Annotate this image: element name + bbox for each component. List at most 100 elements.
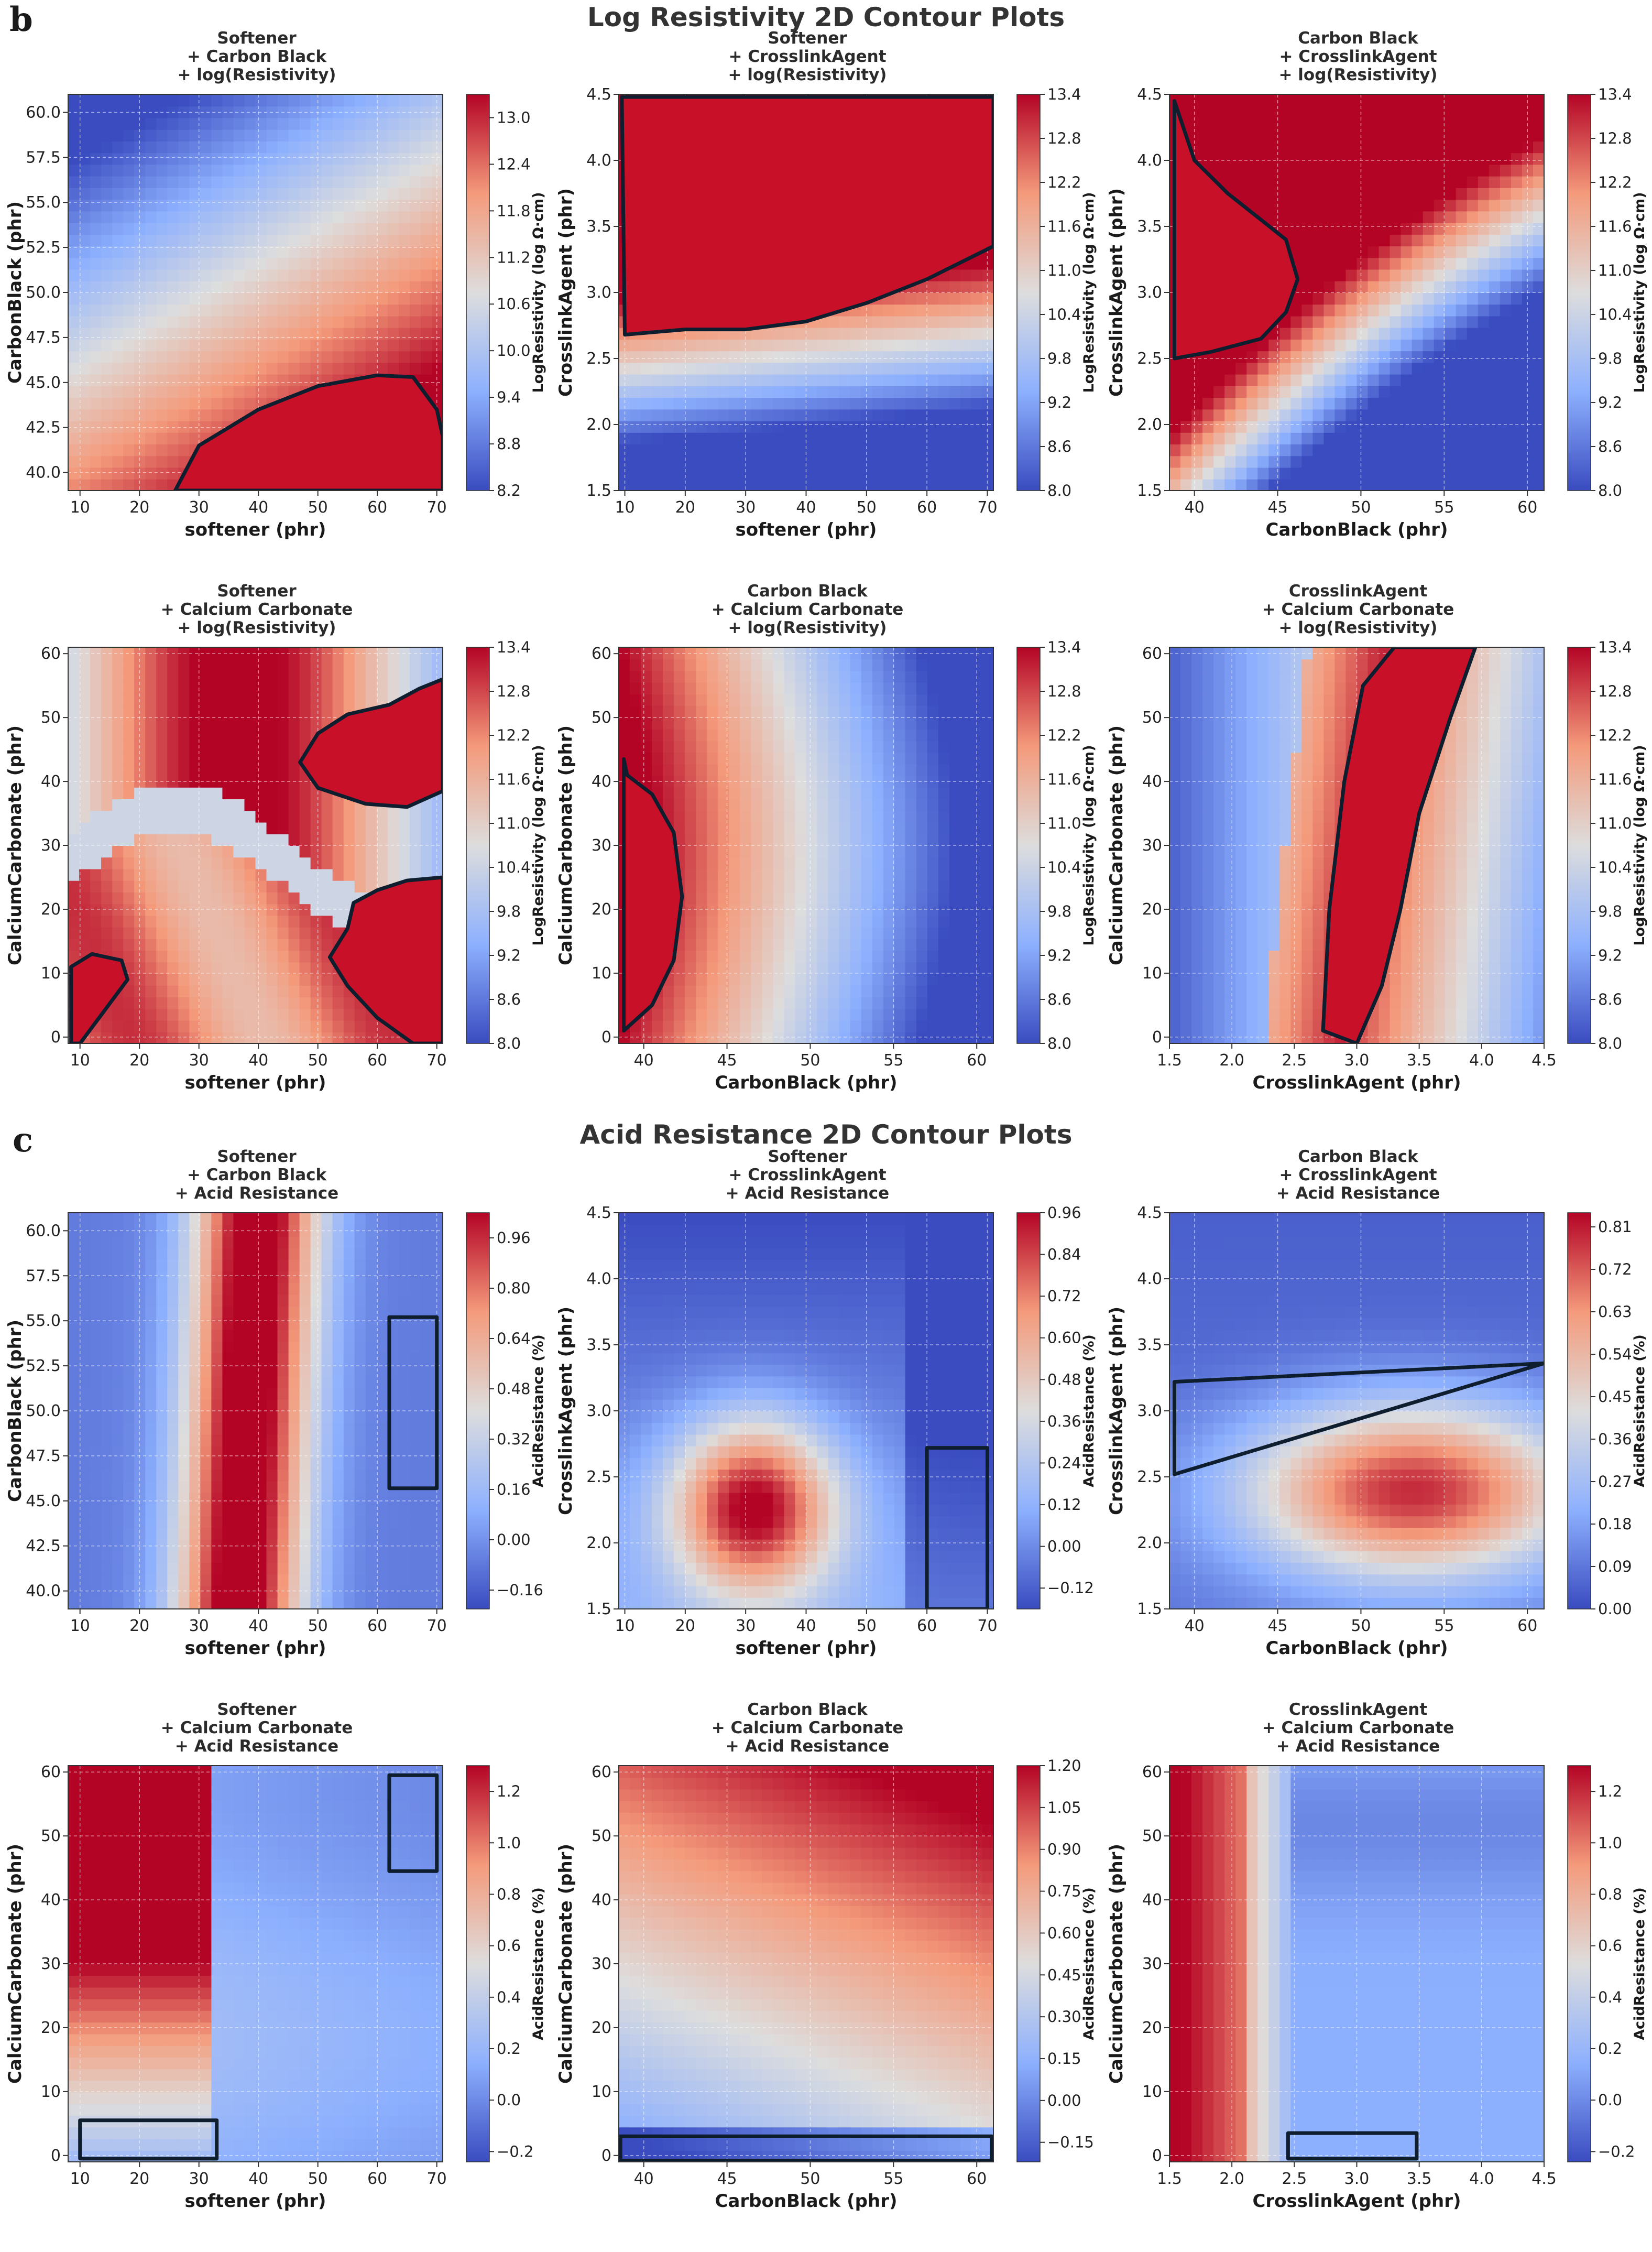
colorbar-label: AcidResistance (%) xyxy=(530,1887,546,2040)
colorbar xyxy=(466,1213,489,1609)
y-tick-label: 3.5 xyxy=(586,217,611,236)
colorbar-tick-label: 8.2 xyxy=(497,482,521,499)
colorbar-label: LogResistivity (log Ω·cm) xyxy=(1081,192,1097,393)
y-tick-label: 42.5 xyxy=(26,419,61,437)
colorbar-tick-label: 0.36 xyxy=(1047,1412,1081,1430)
colorbar-tick-label: 10.4 xyxy=(497,858,531,876)
y-tick-label: 60 xyxy=(592,1763,611,1781)
y-tick-label: 30 xyxy=(41,836,61,855)
y-tick-label: 3.0 xyxy=(1137,284,1162,302)
colorbar-tick-label: 9.8 xyxy=(1598,350,1622,367)
x-tick-label: 50 xyxy=(1351,498,1371,517)
colorbar-label: LogResistivity (log Ω·cm) xyxy=(1081,745,1097,945)
y-tick-label: 3.5 xyxy=(1137,1336,1162,1354)
y-tick-label: 4.0 xyxy=(1137,1270,1162,1288)
colorbar-tick-label: 0.00 xyxy=(497,1531,531,1549)
x-tick-label: 20 xyxy=(129,1051,149,1070)
colorbar-tick-label: 8.0 xyxy=(1047,1035,1071,1052)
colorbar-tick-label: 0.30 xyxy=(1047,2008,1081,2026)
colorbar-tick-label: 11.0 xyxy=(497,814,531,832)
y-tick-label: 30 xyxy=(41,1955,61,1973)
y-tick-label: 20 xyxy=(592,900,611,919)
colorbar-tick-label: 0.81 xyxy=(1598,1218,1632,1236)
colorbar-tick-label: 8.8 xyxy=(497,435,521,453)
colorbar-tick-label: 11.0 xyxy=(1047,814,1081,832)
colorbar-tick-label: 8.6 xyxy=(497,991,521,1008)
x-axis-label: CrosslinkAgent (phr) xyxy=(1252,1072,1461,1093)
y-tick-label: 0 xyxy=(1152,1028,1162,1047)
x-tick-label: 50 xyxy=(308,1051,328,1070)
panel-b1: Softener+ Carbon Black+ log(Resistivity)… xyxy=(0,30,551,581)
colorbar-tick-label: 9.8 xyxy=(1598,902,1622,920)
colorbar-label: LogResistivity (log Ω·cm) xyxy=(1632,745,1648,945)
x-tick-label: 45 xyxy=(717,1051,737,1070)
colorbar-label: AcidResistance (%) xyxy=(1081,1887,1097,2040)
x-tick-label: 60 xyxy=(367,1617,387,1635)
x-tick-label: 50 xyxy=(800,2170,820,2188)
colorbar-tick-label: 0.96 xyxy=(497,1229,531,1247)
colorbar-tick-label: 0.80 xyxy=(497,1279,531,1297)
y-tick-label: 57.5 xyxy=(26,148,61,167)
y-tick-label: 50 xyxy=(41,709,61,727)
colorbar-tick-label: 9.4 xyxy=(497,388,521,406)
x-tick-label: 4.5 xyxy=(1531,1051,1557,1070)
colorbar-tick-label: 0.72 xyxy=(1598,1260,1632,1278)
y-tick-label: 3.0 xyxy=(1137,1402,1162,1420)
colorbar-tick-label: 0.54 xyxy=(1598,1345,1632,1363)
colorbar-tick-label: 12.8 xyxy=(1047,682,1081,700)
colorbar-tick-label: 8.6 xyxy=(1598,438,1622,455)
colorbar-tick-label: 0.45 xyxy=(1047,1966,1081,1984)
x-tick-label: 70 xyxy=(977,498,997,517)
colorbar-tick-label: −0.12 xyxy=(1047,1579,1094,1597)
y-tick-label: 30 xyxy=(1142,1955,1162,1973)
x-tick-label: 70 xyxy=(427,498,447,517)
y-tick-label: 47.5 xyxy=(26,1447,61,1465)
colorbar-tick-label: 0.8 xyxy=(497,1885,521,1903)
y-tick-label: 0 xyxy=(601,1028,611,1047)
colorbar-tick-label: 13.4 xyxy=(1598,638,1632,656)
colorbar-tick-label: 0.09 xyxy=(1598,1558,1632,1575)
colorbar-tick-label: 0.84 xyxy=(1047,1246,1081,1264)
y-tick-label: 40 xyxy=(592,773,611,791)
colorbar-tick-label: 0.63 xyxy=(1598,1303,1632,1321)
y-tick-label: 3.0 xyxy=(586,284,611,302)
colorbar-tick-label: 0.36 xyxy=(1598,1430,1632,1448)
colorbar-tick-label: 13.4 xyxy=(1047,638,1081,656)
x-tick-label: 60 xyxy=(1517,1617,1537,1635)
x-tick-label: 40 xyxy=(248,1051,268,1070)
colorbar-tick-label: 13.4 xyxy=(1598,85,1632,103)
panel-c2: Softener+ CrosslinkAgent+ Acid Resistanc… xyxy=(551,1149,1101,1699)
colorbar-tick-label: 11.0 xyxy=(1598,262,1632,279)
y-tick-label: 4.0 xyxy=(586,1270,611,1288)
colorbar-label: LogResistivity (log Ω·cm) xyxy=(1632,192,1648,393)
x-tick-label: 50 xyxy=(308,2170,328,2188)
panel-c4: Softener+ Calcium Carbonate+ Acid Resist… xyxy=(0,1702,551,2252)
y-tick-label: 10 xyxy=(592,2083,611,2101)
x-tick-label: 10 xyxy=(615,498,634,517)
y-tick-label: 2.5 xyxy=(586,1468,611,1486)
colorbar-tick-label: 11.6 xyxy=(1598,217,1632,235)
colorbar-tick-label: 0.96 xyxy=(1047,1204,1081,1222)
colorbar-tick-label: 11.0 xyxy=(1598,814,1632,832)
x-axis-label: softener (phr) xyxy=(736,1638,877,1659)
colorbar-label: AcidResistance (%) xyxy=(1632,1334,1648,1487)
colorbar-tick-label: 11.6 xyxy=(1047,217,1081,235)
colorbar-tick-label: 12.8 xyxy=(1598,682,1632,700)
colorbar-tick-label: 11.6 xyxy=(1598,770,1632,788)
y-tick-label: 4.0 xyxy=(586,151,611,170)
colorbar-tick-label: 8.0 xyxy=(1047,482,1071,499)
y-tick-label: 60 xyxy=(1142,645,1162,663)
colorbar xyxy=(466,1766,489,2162)
x-tick-label: 40 xyxy=(1185,498,1205,517)
y-tick-label: 10 xyxy=(1142,2083,1162,2101)
y-tick-label: 2.0 xyxy=(1137,1534,1162,1552)
x-tick-label: 40 xyxy=(248,498,268,517)
y-tick-label: 47.5 xyxy=(26,329,61,347)
colorbar-tick-label: 0.00 xyxy=(1598,1600,1632,1618)
y-tick-label: 2.0 xyxy=(1137,416,1162,434)
y-tick-label: 1.5 xyxy=(586,1600,611,1618)
colorbar-tick-label: 12.8 xyxy=(1047,129,1081,147)
